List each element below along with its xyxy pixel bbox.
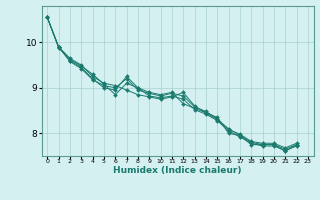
X-axis label: Humidex (Indice chaleur): Humidex (Indice chaleur) <box>113 166 242 175</box>
